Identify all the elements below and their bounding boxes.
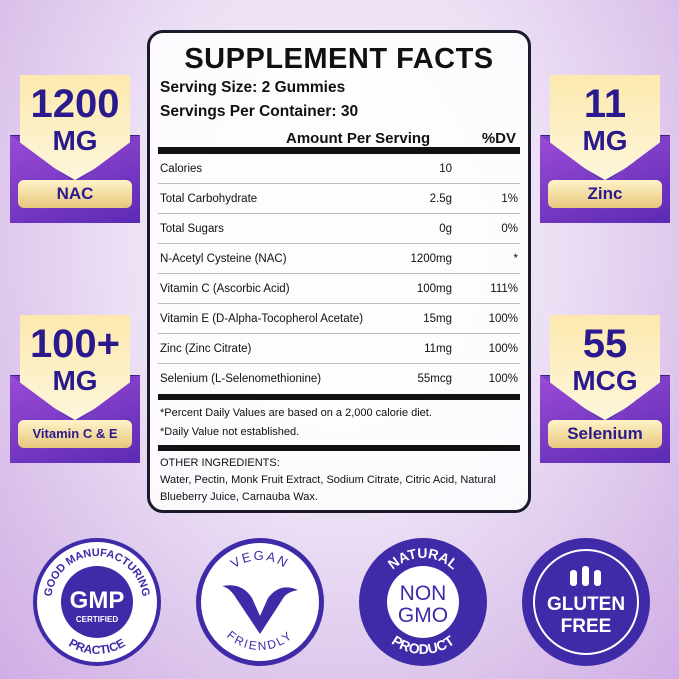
nutrient-amount: 15mg xyxy=(423,313,452,325)
table-row: Zinc (Zinc Citrate) 11mg 100% xyxy=(158,334,520,364)
badge-unit: MG xyxy=(52,125,98,156)
seal-line2: GMO xyxy=(398,604,448,627)
seal-line1: NON xyxy=(400,582,447,605)
nutrient-amount: 100mg xyxy=(416,283,452,295)
table-header: Amount Per Serving %DV xyxy=(158,124,520,154)
footnote: *Daily Value not established. xyxy=(160,426,300,438)
badge-label: Selenium xyxy=(548,420,662,448)
footnote: *Percent Daily Values are based on a 2,0… xyxy=(160,407,432,419)
nutrient-name: Vitamin C (Ascorbic Acid) xyxy=(160,283,290,295)
badge-unit: MCG xyxy=(572,365,638,396)
seal-main-text: GMP xyxy=(70,587,125,614)
badge-number: 55 xyxy=(582,322,628,366)
nutrient-name: Total Sugars xyxy=(160,223,224,235)
badge-number: 11 xyxy=(583,82,627,126)
badge-label: Zinc xyxy=(548,180,662,208)
leaf-v-icon xyxy=(222,585,298,634)
seal-sub-text: CERTIFIED xyxy=(76,615,118,624)
supplement-facts-panel: SUPPLEMENT FACTS Serving Size: 2 Gummies… xyxy=(147,30,531,513)
badge-unit: MG xyxy=(582,125,628,156)
panel-title: SUPPLEMENT FACTS xyxy=(184,43,494,75)
nutrient-name: Zinc (Zinc Citrate) xyxy=(160,343,252,355)
nutrient-amount: 1200mg xyxy=(410,253,452,265)
nutrient-dv: 100% xyxy=(488,373,518,385)
nutrient-name: Selenium (L-Selenomethionine) xyxy=(160,373,322,385)
seal-line2: FREE xyxy=(561,616,612,637)
table-row: Total Carbohydrate 2.5g 1% xyxy=(158,184,520,214)
seal-bottom-text: PRACTICE xyxy=(66,636,127,657)
nutrient-name: Total Carbohydrate xyxy=(160,193,258,205)
nutrient-name: Vitamin E (D-Alpha-Tocopherol Acetate) xyxy=(160,313,364,325)
nutrient-dv: 100% xyxy=(488,343,518,355)
nutrient-dv: 0% xyxy=(501,223,518,235)
footnotes: *Percent Daily Values are based on a 2,0… xyxy=(158,394,520,445)
servings-per-container: Servings Per Container: 30 xyxy=(160,103,359,120)
nutrient-dv: * xyxy=(513,253,518,265)
dv-header: %DV xyxy=(481,130,516,147)
badge-label: Vitamin C & E xyxy=(18,420,132,448)
badge-unit: MG xyxy=(52,365,98,396)
seal-top-text: VEGAN xyxy=(228,548,290,571)
nutrient-name: N-Acetyl Cysteine (NAC) xyxy=(160,253,287,265)
svg-text:PRACTICE: PRACTICE xyxy=(66,636,127,657)
nutrient-dv: 1% xyxy=(501,193,518,205)
nutrient-amount: 55mcg xyxy=(417,373,452,385)
table-row: Total Sugars 0g 0% xyxy=(158,214,520,244)
badge-label: NAC xyxy=(18,180,132,208)
badge-selenium: 55 MCG Selenium xyxy=(540,315,670,463)
gluten-free-seal: GLUTEN FREE xyxy=(522,538,650,666)
serving-size: Serving Size: 2 Gummies xyxy=(160,79,346,96)
nutrient-name: Calories xyxy=(160,163,203,175)
amount-header: Amount Per Serving xyxy=(286,130,431,147)
table-row: Vitamin C (Ascorbic Acid) 100mg 111% xyxy=(158,274,520,304)
nutrient-amount: 11mg xyxy=(424,343,452,355)
badge-number: 100+ xyxy=(29,322,121,366)
gmp-certified-seal: GOOD MANUFACTURING PRACTICE GMP CERTIFIE… xyxy=(33,538,161,666)
wheat-icon xyxy=(570,566,601,586)
svg-text:VEGAN: VEGAN xyxy=(228,548,292,571)
nutrient-dv: 111% xyxy=(490,283,518,295)
badge-nac: 1200 MG NAC xyxy=(10,75,140,223)
table-row: N-Acetyl Cysteine (NAC) 1200mg * xyxy=(158,244,520,274)
nutrient-amount: 10 xyxy=(439,163,452,175)
non-gmo-seal: NATURAL PRODUCT NON GMO xyxy=(359,538,487,666)
badge-zinc: 11 MG Zinc xyxy=(540,75,670,223)
ingredients-label: OTHER INGREDIENTS: xyxy=(160,457,280,469)
ingredients-text: Water, Pectin, Monk Fruit Extract, Sodiu… xyxy=(160,474,496,503)
table-row: Vitamin E (D-Alpha-Tocopherol Acetate) 15… xyxy=(158,304,520,334)
nutrient-amount: 2.5g xyxy=(429,193,452,205)
table-row: Calories 10 xyxy=(158,154,520,184)
seal-line1: GLUTEN xyxy=(547,594,625,615)
vegan-friendly-seal: VEGAN FRIENDLY xyxy=(196,538,324,666)
nutrient-amount: 0g xyxy=(439,223,452,235)
other-ingredients: OTHER INGREDIENTS: Water, Pectin, Monk F… xyxy=(158,445,520,510)
table-row: Selenium (L-Selenomethionine) 55mcg 100% xyxy=(158,364,520,394)
badge-vitamin-ce: 100+ MG Vitamin C & E xyxy=(10,315,140,463)
nutrient-dv: 100% xyxy=(488,313,518,325)
badge-number: 1200 xyxy=(30,82,120,126)
